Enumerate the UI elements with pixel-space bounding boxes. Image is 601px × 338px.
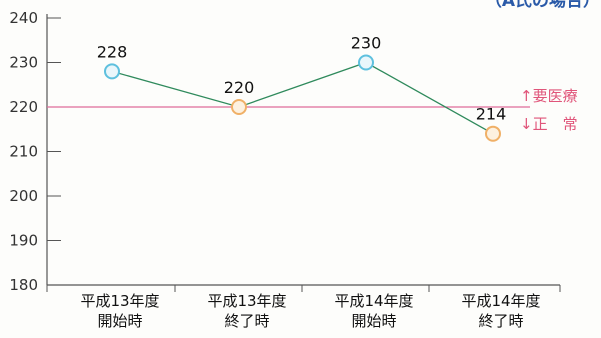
data-point-2	[231, 99, 247, 115]
y-tick-label-230: 230	[9, 54, 38, 72]
y-tick-label-220: 220	[9, 98, 38, 116]
x-category-label-4-line-2: 終了時	[478, 312, 523, 330]
x-category-label-1-line-2: 開始時	[97, 312, 142, 330]
axes: 180190200210220230240平成13年度開始時平成13年度終了時平…	[9, 9, 561, 330]
x-category-label-1-line-1: 平成13年度	[80, 292, 159, 310]
data-label-1: 228	[97, 42, 128, 61]
y-tick-label-240: 240	[9, 9, 38, 27]
reference-line-group: ↑要医療 ↓正 常	[47, 87, 578, 133]
data-label-2: 220	[224, 78, 255, 97]
y-tick-label-180: 180	[9, 276, 38, 294]
y-tick-label-210: 210	[9, 143, 38, 161]
data-label-3: 230	[351, 34, 382, 53]
chart-title: （A氏の場合）	[485, 0, 600, 11]
data-point-4	[485, 125, 501, 142]
data-point-3	[358, 54, 374, 71]
series-line	[111, 61, 494, 135]
y-tick-label-200: 200	[9, 187, 38, 205]
x-category-label-2-line-2: 終了時	[224, 312, 269, 330]
reference-label-above: ↑要医療	[520, 87, 578, 105]
x-category-label-4-line-1: 平成14年度	[461, 292, 540, 310]
x-category-label-3-line-1: 平成14年度	[334, 292, 413, 310]
x-category-label-2-line-1: 平成13年度	[207, 292, 286, 310]
y-tick-label-190: 190	[9, 232, 38, 250]
data-label-4: 214	[476, 105, 507, 124]
reference-label-below: ↓正 常	[520, 115, 578, 133]
data-series	[104, 54, 501, 142]
data-point-1	[104, 63, 120, 80]
x-category-label-3-line-2: 開始時	[351, 312, 396, 330]
labels-group: 228 220 230 214	[97, 34, 507, 124]
